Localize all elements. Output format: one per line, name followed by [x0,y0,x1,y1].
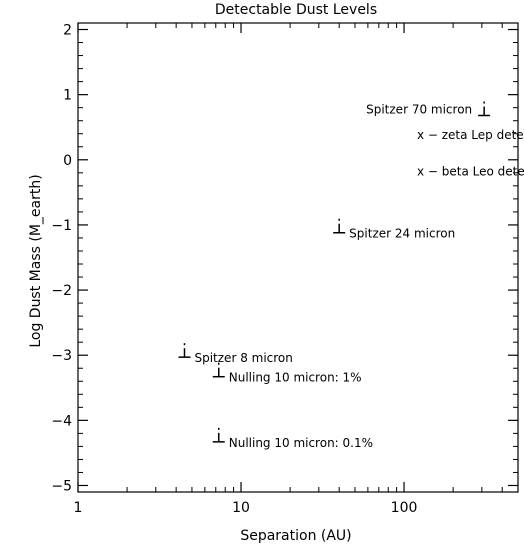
detection-limit-marker: Nulling 10 micron: 1% [212,362,362,385]
y-tick-label: −4 [51,413,72,429]
y-tick-label: 1 [63,88,72,104]
point-label: Spitzer 24 micron [349,227,455,241]
detection-limit-marker: Spitzer 70 micron [366,101,491,116]
y-tick-label: −5 [51,478,72,494]
point-label: Nulling 10 micron: 0.1% [229,436,373,450]
annotation-label: x − beta Leo detection [417,165,524,179]
detection-limit-marker: Spitzer 8 micron [178,343,293,365]
x-tick-label: 1 [74,500,83,516]
point-label: Spitzer 70 micron [366,102,472,116]
y-tick-label: −2 [51,283,72,299]
detection-limit-marker: Nulling 10 micron: 0.1% [212,427,373,450]
marks-layer: Spitzer 70 micron Spitzer 24 micron Spitze… [178,101,524,450]
point-label: Spitzer 8 micron [194,351,292,365]
x-tick-label: 100 [391,500,418,516]
y-axis-label: Log Dust Mass (M_earth) [28,174,44,347]
point-label: Nulling 10 micron: 1% [229,371,362,385]
detection-limit-marker: Spitzer 24 micron [333,218,455,241]
axes-layer: 210−1−2−3−4−51 10 100 [51,23,519,516]
x-tick-label: 10 [232,500,250,516]
plot-frame [77,22,519,493]
x-axis-label: Separation (AU) [240,528,351,544]
y-tick-label: −3 [51,348,72,364]
chart-title: Detectable Dust Levels [215,2,377,18]
annotation-label: x − zeta Lep detection [417,128,524,142]
y-tick-label: 2 [63,23,72,39]
y-tick-label: −1 [51,218,72,234]
y-tick-label: 0 [63,153,72,169]
